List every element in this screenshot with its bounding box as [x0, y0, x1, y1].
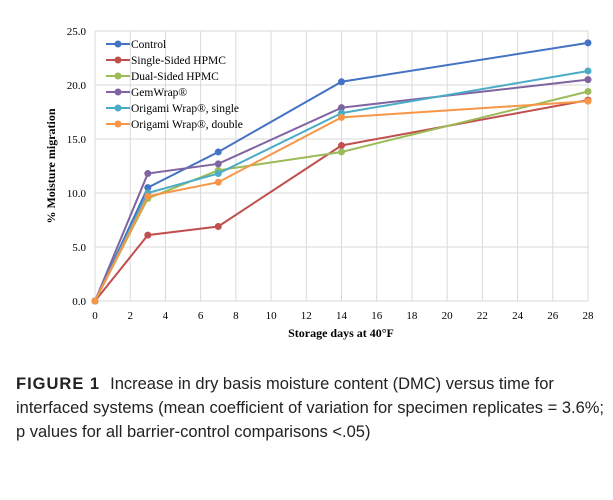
data-point	[338, 104, 345, 112]
data-point	[338, 113, 345, 121]
data-point	[584, 97, 592, 105]
data-point	[214, 160, 222, 168]
data-point	[338, 148, 345, 156]
legend-marker	[114, 104, 122, 112]
x-tick-label: 2	[127, 310, 133, 322]
data-point	[91, 297, 99, 305]
legend-marker	[114, 120, 122, 128]
legend-marker	[114, 40, 122, 48]
x-tick-label: 6	[198, 310, 204, 322]
line-chart: 0 2 4 6 8 10 12 14 16 18 20 22 24 26 280.05.010.015.02…	[44, 26, 594, 340]
data-point	[144, 231, 152, 239]
x-tick-label: 12	[301, 310, 312, 322]
x-tick-label: 22	[477, 310, 488, 322]
series-group	[91, 39, 592, 305]
grid	[94, 30, 589, 302]
figure-caption: FIGURE 1 Increase in dry basis moisture c…	[16, 372, 606, 444]
data-point	[214, 222, 222, 230]
y-tick-label: 15.0	[67, 134, 87, 146]
figure-label: FIGURE 1	[16, 375, 101, 393]
x-tick-label: 14	[336, 310, 348, 322]
legend-marker	[114, 56, 122, 64]
data-point	[584, 39, 592, 47]
y-axis-label: % Moisture migration	[44, 108, 58, 223]
data-point	[144, 170, 152, 178]
y-tick-label: 25.0	[67, 26, 87, 38]
data-point	[214, 148, 222, 156]
x-tick-label: 4	[163, 310, 169, 322]
x-tick-label: 10	[266, 310, 278, 322]
x-tick-label: 26	[547, 310, 559, 322]
data-point	[214, 170, 222, 178]
x-tick-label: 24	[512, 310, 524, 322]
data-point	[584, 67, 592, 75]
legend-label: Origami Wrap®, double	[131, 119, 243, 131]
legend-label: GemWrap®	[131, 87, 187, 99]
data-point	[144, 192, 152, 200]
x-tick-label: 8	[233, 310, 239, 322]
data-point	[584, 76, 592, 84]
x-tick-label: 28	[583, 310, 595, 322]
y-tick-label: 20.0	[67, 80, 87, 92]
data-point	[338, 78, 345, 86]
x-axis-label: Storage days at 40°F	[288, 326, 394, 340]
legend-label: Single-Sided HPMC	[131, 55, 226, 67]
data-point	[214, 178, 222, 186]
y-tick-label: 0.0	[72, 296, 86, 308]
x-tick-label: 18	[406, 310, 418, 322]
x-tick-label: 16	[371, 310, 383, 322]
legend-marker	[114, 88, 122, 96]
y-tick-label: 10.0	[67, 188, 87, 200]
legend-label: Dual-Sided HPMC	[131, 71, 219, 83]
legend: Control Single-Sided HPMC Dual-Sided HPMC G…	[106, 39, 243, 131]
data-point	[144, 184, 152, 192]
y-tick-label: 5.0	[72, 242, 86, 254]
caption-text: Increase in dry basis moisture content (…	[16, 375, 605, 441]
x-tick-label: 0	[92, 310, 98, 322]
axes: 0 2 4 6 8 10 12 14 16 18 20 22 24 26 280.05.010.015.02…	[67, 26, 594, 322]
x-tick-label: 20	[442, 310, 454, 322]
data-point	[338, 141, 345, 149]
legend-label: Origami Wrap®, single	[131, 103, 239, 115]
legend-marker	[114, 72, 122, 80]
data-point	[584, 87, 592, 95]
legend-label: Control	[131, 39, 166, 51]
